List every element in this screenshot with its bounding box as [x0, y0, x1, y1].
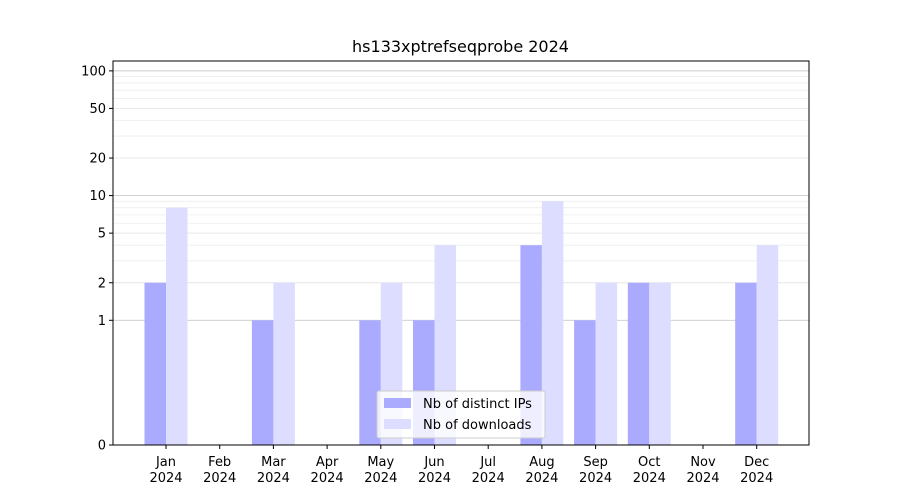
y-tick-label: 1 — [98, 314, 106, 329]
bar-distinct-ips — [144, 282, 166, 445]
x-axis: Jan2024Feb2024Mar2024Apr2024May2024Jun20… — [149, 445, 773, 486]
x-tick-label-year: 2024 — [579, 471, 612, 486]
x-tick-label-year: 2024 — [257, 471, 290, 486]
x-tick-label-month: Dec — [744, 455, 769, 470]
x-tick-label-month: Aug — [529, 455, 554, 470]
x-tick-label-month: Mar — [261, 455, 286, 470]
bar-downloads — [756, 245, 779, 445]
x-tick-label-year: 2024 — [525, 471, 558, 486]
x-tick-label-year: 2024 — [149, 471, 182, 486]
x-tick-label-year: 2024 — [418, 471, 451, 486]
bar-distinct-ips — [574, 320, 596, 445]
x-tick-label-month: Nov — [690, 455, 716, 470]
legend-swatch — [384, 398, 411, 408]
x-tick-label-month: Jan — [155, 455, 176, 470]
x-tick-label-month: Jun — [423, 455, 444, 470]
bars — [144, 201, 779, 445]
x-tick-label-month: Apr — [316, 455, 339, 470]
legend-label: Nb of downloads — [423, 418, 532, 433]
legend-label: Nb of distinct IPs — [423, 397, 532, 412]
x-tick-label-year: 2024 — [472, 471, 505, 486]
x-tick-label-month: Sep — [583, 455, 608, 470]
x-tick-label-year: 2024 — [203, 471, 236, 486]
bar-downloads — [595, 282, 618, 445]
grid-lines — [113, 70, 809, 321]
x-tick-label-month: May — [367, 455, 394, 470]
bar-distinct-ips — [251, 320, 274, 445]
x-tick-label-year: 2024 — [686, 471, 719, 486]
y-tick-label: 50 — [89, 102, 106, 117]
x-tick-label-month: Jul — [479, 455, 496, 470]
x-tick-label-year: 2024 — [633, 471, 666, 486]
bar-distinct-ips — [627, 282, 650, 445]
y-tick-label: 2 — [98, 276, 106, 291]
bar-downloads — [273, 282, 295, 445]
legend-box — [376, 390, 546, 439]
y-tick-label: 5 — [98, 227, 106, 242]
x-tick-label-year: 2024 — [364, 471, 397, 486]
x-tick-label-year: 2024 — [740, 471, 773, 486]
bar-distinct-ips — [359, 320, 381, 445]
y-tick-label: 10 — [89, 189, 106, 204]
x-tick-label-year: 2024 — [311, 471, 344, 486]
y-tick-label: 100 — [81, 64, 106, 79]
y-tick-label: 20 — [89, 152, 106, 167]
x-tick-label-month: Oct — [638, 455, 660, 470]
legend-swatch — [384, 419, 411, 429]
plot-frame — [112, 60, 810, 446]
y-tick-label: 0 — [98, 439, 106, 454]
y-axis: 0 1 2 5 10 20 50 100 — [81, 64, 113, 454]
bar-distinct-ips — [735, 282, 757, 445]
legend: Nb of distinct IPs Nb of downloads — [376, 390, 546, 439]
x-tick-label-month: Feb — [208, 455, 231, 470]
bar-downloads — [541, 201, 564, 445]
chart-title: hs133xptrefseqprobe 2024 — [352, 37, 569, 56]
bar-downloads — [166, 207, 188, 445]
bar-downloads — [649, 282, 671, 445]
